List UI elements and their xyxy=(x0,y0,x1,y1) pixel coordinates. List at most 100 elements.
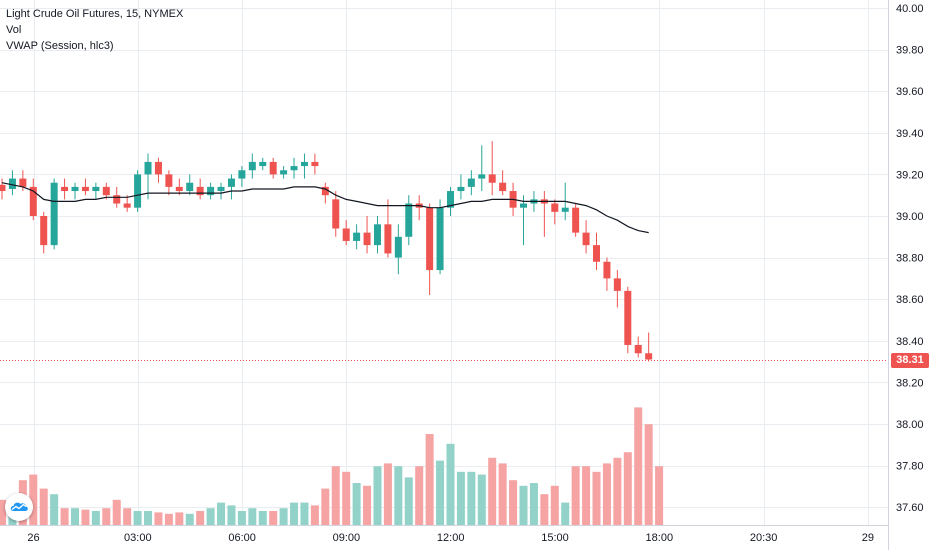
tradingview-logo-icon[interactable] xyxy=(5,493,33,521)
candle-body xyxy=(342,228,350,241)
volume-bar xyxy=(29,474,38,525)
candlesticks xyxy=(0,141,653,362)
candle-body xyxy=(113,195,121,204)
volume-bar xyxy=(269,511,278,525)
candle-body xyxy=(280,170,288,175)
volume-bar xyxy=(550,485,559,525)
price-tick-label: 37.60 xyxy=(896,502,924,514)
price-tick-label: 39.60 xyxy=(896,86,924,98)
candle-body xyxy=(394,236,402,258)
volume-bar xyxy=(582,466,591,525)
volume-bar xyxy=(415,466,424,525)
price-tick-label: 40.00 xyxy=(896,3,924,15)
price-axis[interactable]: 40.00 39.80 39.60 39.40 39.20 39.00 38.80 38.60… xyxy=(896,3,924,514)
time-tick-label: 20:30 xyxy=(750,532,778,544)
volume-bar xyxy=(373,466,382,525)
volume-bar xyxy=(227,505,236,525)
candle-body xyxy=(227,178,235,187)
volume-bar xyxy=(571,466,580,525)
chart-legend: Light Crude Oil Futures, 15, NYMEX Vol V… xyxy=(6,6,183,54)
volume-bar xyxy=(133,511,142,525)
candle-body xyxy=(353,232,361,241)
time-tick-label: 29 xyxy=(862,532,874,544)
volume-bar xyxy=(175,512,184,525)
candle-body xyxy=(603,261,611,279)
candle-body xyxy=(71,186,79,192)
candle-body xyxy=(8,178,16,189)
time-tick-label: 09:00 xyxy=(333,532,361,544)
price-tick-label: 38.40 xyxy=(896,336,924,348)
price-tick-label: 38.00 xyxy=(896,419,924,431)
volume-bar xyxy=(217,502,226,525)
volume-bar xyxy=(196,511,205,525)
volume-bar xyxy=(71,508,80,525)
volume-bar xyxy=(404,477,413,525)
candle-body xyxy=(61,186,69,192)
volume-bar xyxy=(144,511,153,525)
price-tick-label: 38.60 xyxy=(896,294,924,306)
price-tick-label: 38.20 xyxy=(896,377,924,389)
vol-indicator-label[interactable]: Vol xyxy=(6,24,22,36)
candle-body xyxy=(40,216,48,246)
candle-body xyxy=(572,207,580,233)
volume-bar xyxy=(425,434,434,525)
time-axis[interactable]: 26 03:00 06:00 09:00 12:00 15:00 18:00 20:30 29 xyxy=(27,532,874,544)
candle-body xyxy=(92,186,100,192)
candle-body xyxy=(426,207,434,271)
volume-bar xyxy=(0,499,6,525)
price-tick-label: 39.20 xyxy=(896,169,924,181)
symbol-title[interactable]: Light Crude Oil Futures, 15, NYMEX xyxy=(6,8,184,20)
candle-body xyxy=(446,191,454,208)
volume-bar xyxy=(456,471,465,525)
candle-body xyxy=(248,161,256,171)
time-tick-label: 18:00 xyxy=(646,532,674,544)
time-tick-label: 26 xyxy=(27,532,39,544)
candle-body xyxy=(217,186,225,192)
volume-bar xyxy=(310,505,319,525)
candle-body xyxy=(363,232,371,246)
volume-bar xyxy=(39,488,48,525)
volume-bar xyxy=(498,463,507,525)
candle-body xyxy=(373,224,381,246)
candle-body xyxy=(134,174,142,208)
candle-body xyxy=(332,199,340,229)
candle-body xyxy=(175,186,183,192)
volume-bar xyxy=(446,443,455,525)
candle-body xyxy=(154,161,162,175)
volume-bar xyxy=(321,488,330,525)
time-tick-label: 06:00 xyxy=(228,532,256,544)
candle-body xyxy=(29,186,37,216)
volume-bar xyxy=(258,511,267,525)
candle-body xyxy=(551,203,559,212)
volume-bar xyxy=(331,466,340,525)
candle-body xyxy=(405,203,413,237)
volume-bar xyxy=(112,499,121,525)
candle-body xyxy=(81,186,89,192)
last-price-badge: 38.31 xyxy=(891,353,929,368)
candle-body xyxy=(593,245,601,262)
volume-bar xyxy=(164,513,173,525)
price-tick-label: 37.80 xyxy=(896,461,924,473)
candle-body xyxy=(499,182,507,192)
volume-bar xyxy=(279,508,288,525)
volume-bar xyxy=(185,513,194,525)
volume-bar xyxy=(81,509,90,525)
volume-bar xyxy=(436,460,445,525)
price-tick-label: 39.00 xyxy=(896,211,924,223)
volume-bar xyxy=(602,463,611,525)
candle-body xyxy=(50,182,58,246)
time-tick-label: 15:00 xyxy=(541,532,569,544)
candle-body xyxy=(207,186,215,196)
candle-body xyxy=(269,161,277,175)
candle-body xyxy=(582,232,590,246)
volume-bar xyxy=(206,508,215,525)
candle-body xyxy=(384,224,392,254)
volume-bar xyxy=(154,512,163,525)
candle-body xyxy=(436,207,444,271)
time-tick-label: 03:00 xyxy=(124,532,152,544)
volume-bar xyxy=(540,494,549,525)
candle-body xyxy=(321,186,329,196)
candle-body xyxy=(311,161,319,167)
vwap-indicator-label[interactable]: VWAP (Session, hlc3) xyxy=(6,40,114,52)
